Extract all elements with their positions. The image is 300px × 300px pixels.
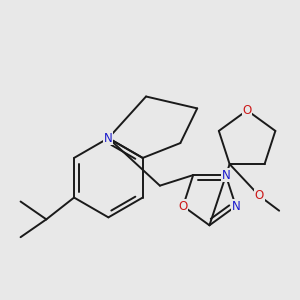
Text: O: O	[242, 104, 252, 117]
Text: N: N	[221, 169, 230, 182]
Text: N: N	[104, 132, 113, 145]
Text: O: O	[178, 200, 188, 213]
Text: O: O	[255, 189, 264, 202]
Text: N: N	[232, 200, 240, 213]
